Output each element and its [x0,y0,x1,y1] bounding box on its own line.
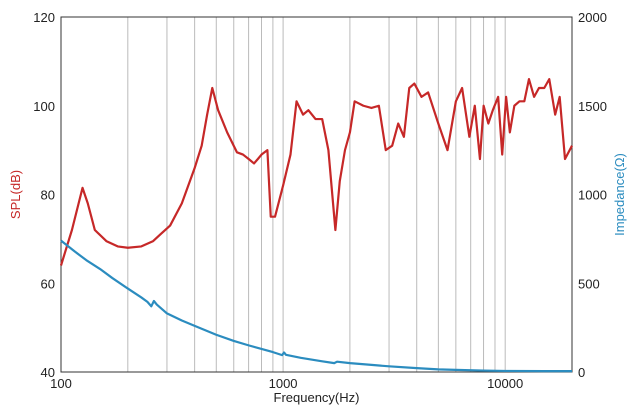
y-right-tick-label: 1000 [578,188,607,203]
spl-line [59,78,573,266]
x-tick-label: 100 [50,376,72,391]
y-right-tick-label: 2000 [578,10,607,25]
y-right-tick-label: 0 [578,365,585,380]
y-left-tick-label: 80 [41,188,55,203]
y-right-tick-label: 1500 [578,99,607,114]
x-tick-label: 1000 [269,376,298,391]
y-left-tick-label: 100 [33,99,55,114]
tick-labels: 100 1000 10000 40 60 80 100 120 0 500 1000 1500 2000 [33,10,607,391]
y-left-tick-label: 120 [33,10,55,25]
x-axis-label: Frequency(Hz) [274,390,360,405]
y-left-tick-label: 40 [41,365,55,380]
y-axis-right-label: Impedance(Ω) [612,153,627,236]
series-layer [59,78,573,373]
x-tick-label: 10000 [487,376,523,391]
grid [127,17,506,372]
impedance-line [60,239,572,373]
y-right-tick-label: 500 [578,276,600,291]
plot-frame [60,16,573,373]
y-left-tick-label: 60 [41,276,55,291]
y-axis-left-label: SPL(dB) [8,170,23,219]
